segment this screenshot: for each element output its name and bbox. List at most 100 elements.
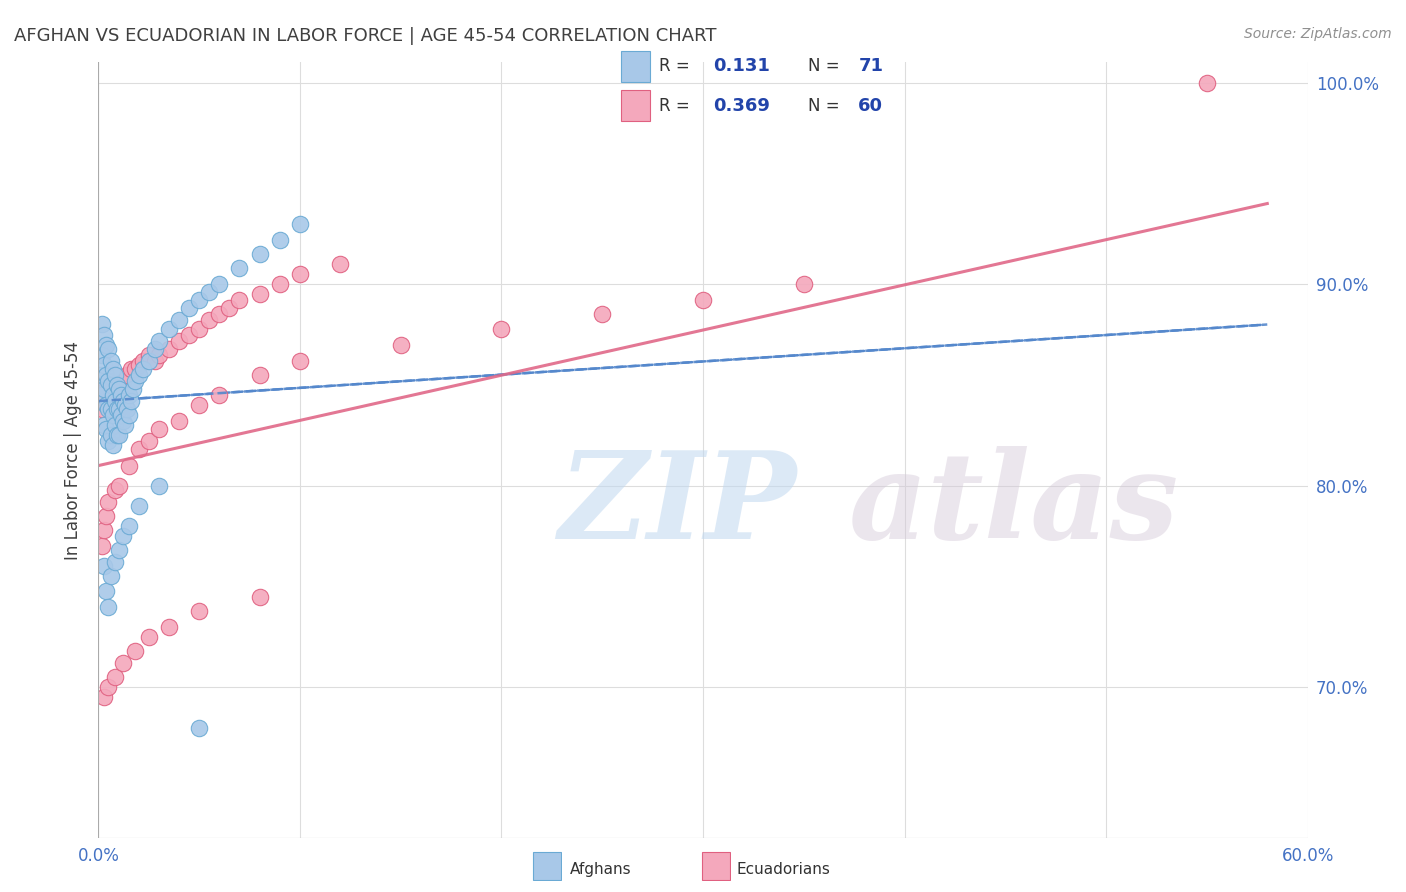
Point	[793, 277, 815, 292]
Point	[118, 388, 141, 402]
Point	[100, 378, 122, 392]
Point	[138, 353, 160, 368]
Point	[100, 428, 122, 442]
Point	[118, 519, 141, 533]
Point	[491, 321, 513, 335]
Point	[111, 414, 134, 428]
Point	[179, 327, 201, 342]
Point	[249, 247, 271, 261]
Point	[389, 337, 412, 351]
Point	[138, 434, 160, 449]
Point	[132, 353, 155, 368]
Y-axis label: In Labor Force | Age 45-54: In Labor Force | Age 45-54	[65, 341, 83, 560]
Point	[97, 434, 120, 449]
Point	[288, 267, 311, 281]
Point	[93, 690, 115, 705]
Point	[188, 293, 211, 308]
Point	[118, 408, 141, 422]
Point	[93, 523, 115, 537]
Point	[97, 374, 120, 388]
Point	[101, 408, 124, 422]
Point	[91, 402, 114, 417]
Point	[101, 388, 124, 402]
Point	[103, 670, 125, 684]
Point	[96, 508, 118, 523]
Point	[96, 398, 118, 412]
Point	[93, 382, 115, 396]
Point	[188, 604, 211, 618]
Point	[96, 382, 118, 396]
Point	[157, 620, 180, 634]
Point	[93, 358, 115, 372]
Point	[93, 327, 115, 342]
Point	[111, 394, 134, 409]
Point	[97, 495, 120, 509]
Point	[105, 378, 128, 392]
Text: Afghans: Afghans	[569, 863, 631, 877]
Point	[208, 277, 231, 292]
Bar	[621, 90, 650, 121]
Text: N =: N =	[808, 57, 839, 75]
Point	[143, 353, 166, 368]
Point	[198, 313, 221, 327]
Point	[167, 313, 190, 327]
Point	[97, 402, 120, 417]
Point	[111, 374, 134, 388]
Point	[167, 334, 190, 348]
Text: 0.131: 0.131	[713, 57, 769, 75]
Point	[114, 398, 136, 412]
Point	[218, 301, 240, 316]
Point	[269, 233, 291, 247]
Text: 60: 60	[858, 96, 883, 114]
Point	[100, 353, 122, 368]
Point	[1195, 76, 1218, 90]
Point	[103, 388, 125, 402]
Point	[179, 301, 201, 316]
Point	[93, 559, 115, 574]
Point	[103, 368, 125, 382]
Point	[329, 257, 352, 271]
Point	[148, 348, 170, 362]
Point	[96, 337, 118, 351]
Point	[249, 368, 271, 382]
Point	[208, 307, 231, 321]
Point	[124, 644, 146, 658]
Text: R =: R =	[659, 57, 690, 75]
Point	[115, 402, 138, 417]
Point	[143, 342, 166, 356]
Point	[93, 418, 115, 433]
Text: Ecuadorians: Ecuadorians	[737, 863, 831, 877]
Point	[157, 321, 180, 335]
Text: N =: N =	[808, 96, 839, 114]
Point	[591, 307, 613, 321]
Point	[91, 388, 114, 402]
Point	[167, 414, 190, 428]
Point	[120, 394, 142, 409]
Point	[107, 543, 129, 558]
Point	[96, 368, 118, 382]
Point	[124, 361, 146, 376]
Point	[103, 483, 125, 497]
Point	[107, 479, 129, 493]
Point	[288, 353, 311, 368]
Point	[101, 361, 124, 376]
Point	[128, 442, 150, 457]
Point	[110, 408, 132, 422]
Point	[188, 321, 211, 335]
Point	[128, 358, 150, 372]
Point	[97, 599, 120, 614]
Point	[107, 428, 129, 442]
Point	[121, 382, 143, 396]
Point	[101, 438, 124, 452]
Point	[107, 382, 129, 396]
Point	[111, 529, 134, 543]
Text: Source: ZipAtlas.com: Source: ZipAtlas.com	[1244, 27, 1392, 41]
Point	[114, 418, 136, 433]
Point	[288, 217, 311, 231]
Point	[115, 368, 138, 382]
Point	[105, 402, 128, 417]
Point	[103, 418, 125, 433]
Point	[93, 394, 115, 409]
Point	[96, 583, 118, 598]
Point	[97, 681, 120, 695]
